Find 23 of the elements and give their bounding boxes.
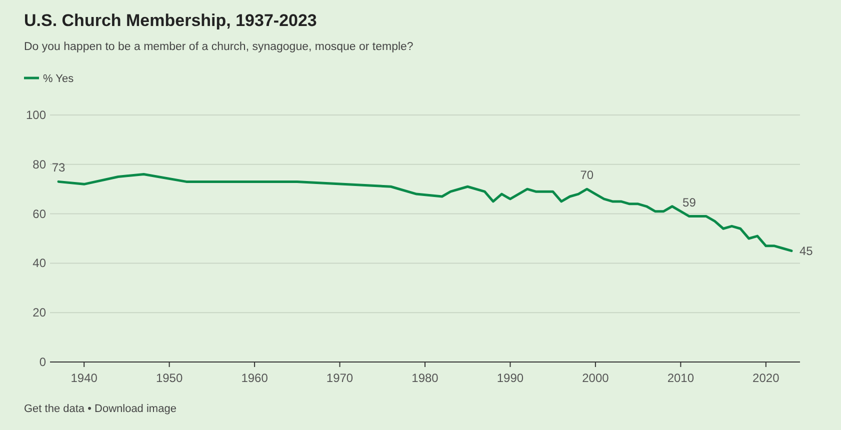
data-label: 70: [580, 168, 594, 182]
text: Get the data • Download image: [24, 403, 176, 415]
x-tick-label: 1980: [412, 371, 439, 385]
x-tick-label: 2020: [752, 371, 780, 385]
x-tick-label: 2000: [582, 371, 610, 385]
y-tick-label: 60: [32, 206, 46, 221]
y-tick-label: 20: [32, 306, 46, 320]
chart-subtitle: Do you happen to be a member of a church, synagogue, mosque or temple?: [24, 41, 414, 53]
data-label: 45: [799, 244, 814, 258]
x-tick-label: 1970: [326, 371, 354, 385]
data-label: 73: [52, 160, 66, 175]
x-tick-label: 1990: [496, 371, 524, 385]
y-tick-label: 40: [32, 256, 46, 270]
y-tick-label: 80: [32, 157, 46, 172]
legend-label: % Yes: [43, 73, 74, 85]
y-tick-label: 0: [39, 355, 46, 369]
x-tick-label: 1960: [241, 371, 268, 385]
x-tick-label: 1940: [70, 371, 98, 385]
chart-title: U.S. Church Membership, 1937-2023: [24, 11, 317, 30]
x-tick-label: 1950: [156, 371, 183, 385]
y-tick-label: 100: [26, 108, 46, 122]
x-tick-label: 2010: [667, 371, 694, 385]
data-label: 59: [682, 195, 696, 210]
